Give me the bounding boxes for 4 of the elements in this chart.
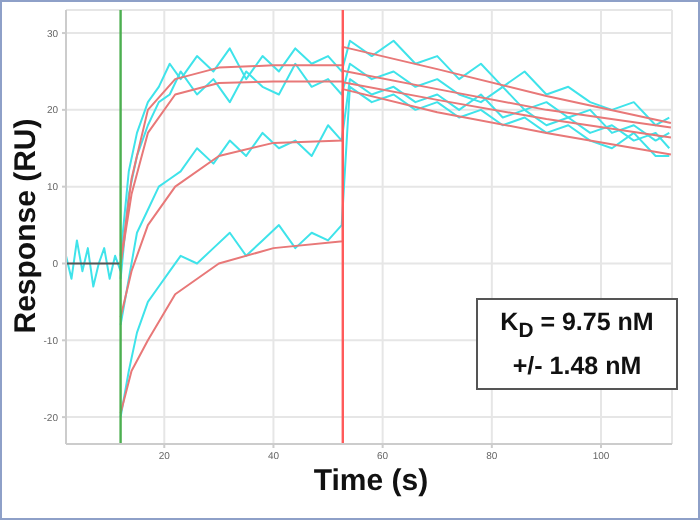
annotation: +/- 1.48 nM bbox=[510, 349, 644, 381]
annotation: K$_{D}$ = 9.75 nM bbox=[498, 306, 656, 347]
y-axis-title: Response (RU) bbox=[9, 118, 43, 334]
x-axis-title: Time (s) bbox=[311, 464, 431, 498]
